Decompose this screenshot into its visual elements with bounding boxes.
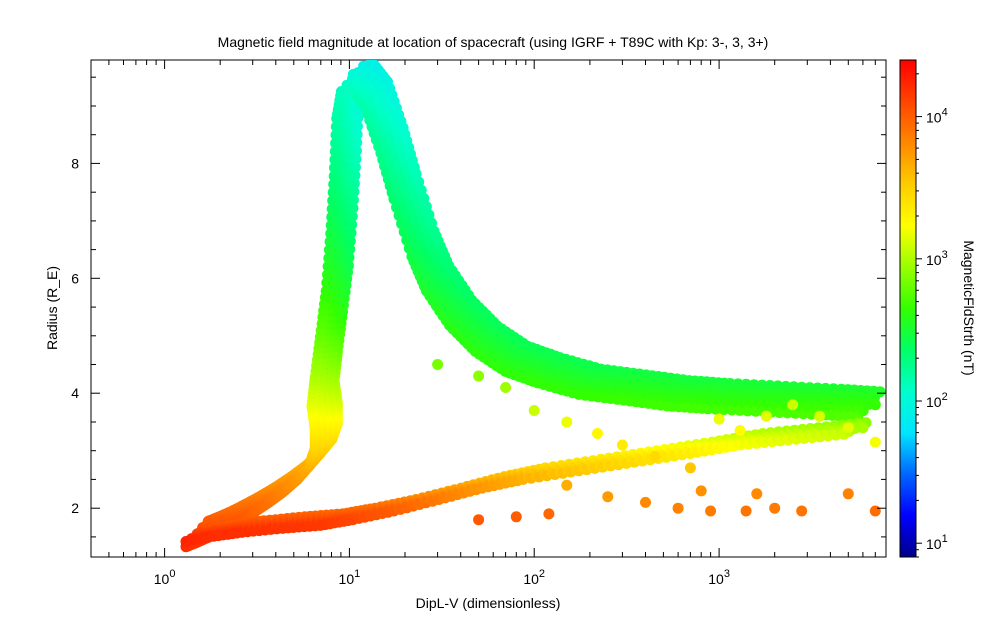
plot-frame — [90, 59, 887, 558]
data-point — [869, 436, 881, 448]
data-point — [616, 439, 628, 451]
data-point — [796, 505, 808, 517]
data-point — [787, 399, 799, 411]
data-point — [684, 462, 696, 474]
data-point — [543, 508, 555, 520]
data-point — [869, 505, 881, 517]
data-point — [640, 496, 651, 508]
colorbar-tick-label: 102 — [926, 391, 948, 410]
data-point — [740, 505, 752, 517]
y-tick-label: 8 — [71, 155, 79, 171]
data-point — [672, 502, 684, 514]
chart-title: Magnetic field magnitude at location of … — [218, 34, 769, 50]
colorbar-tick-label: 101 — [926, 533, 948, 552]
data-point — [842, 422, 854, 434]
x-tick-label: 101 — [339, 568, 361, 587]
x-tick-label: 103 — [708, 568, 730, 587]
data-point — [874, 386, 886, 398]
data-point — [713, 413, 725, 425]
colorbar-tick-label: 104 — [926, 107, 948, 126]
data-point — [500, 382, 512, 393]
data-point — [561, 479, 573, 491]
data-point — [869, 399, 881, 411]
data-point — [473, 514, 485, 526]
data-point — [814, 410, 826, 422]
colorbar: 101 102 103 104 — [899, 59, 948, 558]
data-point — [751, 488, 763, 500]
data-point — [842, 488, 854, 500]
y-axis-title: Radius (R_E) — [44, 266, 60, 350]
scatter-points — [180, 60, 886, 553]
data-point — [528, 405, 540, 416]
y-axis-ticks: 2 4 6 8 — [71, 76, 886, 538]
x-axis-title: DipL-V (dimensionless) — [416, 595, 561, 611]
data-point — [592, 428, 603, 439]
plot-area: 100 101 102 103 2 4 6 8 — [71, 59, 887, 587]
data-point — [510, 511, 522, 523]
y-tick-label: 4 — [71, 385, 79, 401]
data-point — [649, 451, 661, 462]
colorbar-gradient — [899, 59, 917, 558]
data-point — [695, 485, 707, 497]
y-tick-label: 2 — [71, 500, 79, 516]
colorbar-title: MagneticFldStrth (nT) — [961, 240, 977, 375]
data-point — [769, 502, 781, 514]
x-axis-ticks: 100 101 102 103 — [90, 60, 887, 587]
x-tick-label: 102 — [523, 568, 545, 587]
x-tick-label: 100 — [154, 568, 176, 587]
colorbar-ticks: 101 102 103 104 — [916, 73, 948, 558]
data-point — [432, 359, 444, 370]
data-point — [561, 416, 573, 428]
data-point — [734, 425, 746, 437]
data-point — [473, 370, 485, 382]
y-tick-label: 6 — [71, 270, 79, 286]
data-point — [857, 422, 869, 434]
data-point — [760, 410, 772, 422]
data-point — [602, 491, 614, 503]
data-point — [705, 505, 717, 517]
colorbar-tick-label: 103 — [926, 249, 948, 268]
